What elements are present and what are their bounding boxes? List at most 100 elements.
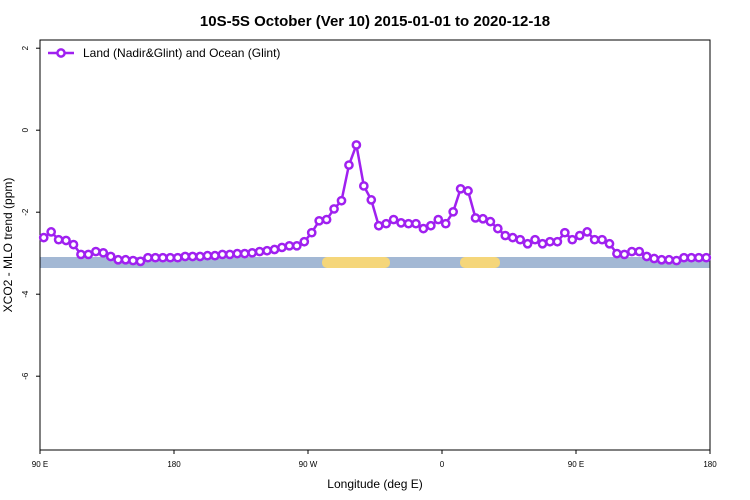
y-tick-label: -6 xyxy=(21,372,30,380)
land-strip xyxy=(460,257,500,268)
data-point xyxy=(90,246,101,257)
data-point xyxy=(693,252,704,263)
data-point xyxy=(314,215,325,226)
data-point xyxy=(239,248,250,259)
data-point xyxy=(232,248,243,259)
data-point xyxy=(195,251,205,262)
data-point xyxy=(150,252,161,263)
data-point xyxy=(291,240,302,251)
data-point xyxy=(403,218,414,229)
land-strip xyxy=(322,257,390,268)
data-point xyxy=(366,195,377,205)
data-point xyxy=(135,256,146,267)
data-point xyxy=(217,249,228,260)
data-point xyxy=(589,234,600,245)
data-point xyxy=(358,181,369,191)
data-point xyxy=(686,252,697,263)
data-point xyxy=(515,234,526,245)
plot-frame xyxy=(39,39,711,451)
legend-label: Land (Nadir&Glint) and Ocean (Glint) xyxy=(83,46,280,60)
data-point xyxy=(299,236,310,247)
data-point xyxy=(187,251,198,262)
data-point xyxy=(381,218,392,229)
y-tick-label: -4 xyxy=(21,290,30,298)
data-point xyxy=(336,195,347,206)
data-point xyxy=(254,246,265,257)
data-point xyxy=(425,220,436,231)
data-point xyxy=(552,236,563,247)
data-point xyxy=(478,213,488,224)
data-point xyxy=(344,160,354,170)
data-point xyxy=(604,238,615,249)
data-point xyxy=(649,253,660,264)
data-point xyxy=(641,251,652,262)
data-point xyxy=(172,252,183,263)
data-point xyxy=(485,216,496,227)
data-point xyxy=(83,249,94,260)
data-point xyxy=(165,252,176,263)
y-axis-label: XCO2 - MLO trend (ppm) xyxy=(1,178,15,313)
x-tick-label: 90 E xyxy=(568,460,584,469)
data-point xyxy=(396,218,406,228)
data-point xyxy=(210,250,220,261)
data-point xyxy=(463,186,473,196)
data-point xyxy=(448,206,459,217)
data-point xyxy=(157,252,168,263)
data-point xyxy=(522,238,533,249)
data-point xyxy=(612,248,622,259)
data-point xyxy=(224,249,235,260)
data-point xyxy=(321,214,332,225)
x-axis-label: Longitude (deg E) xyxy=(327,477,422,491)
data-point xyxy=(492,223,503,234)
map-strip xyxy=(40,257,710,268)
data-point xyxy=(76,249,86,260)
data-point xyxy=(120,254,131,265)
y-tick-label: 2 xyxy=(21,45,30,50)
data-point xyxy=(105,251,116,262)
data-point xyxy=(351,140,362,150)
y-tick-label: -2 xyxy=(21,208,30,216)
data-point xyxy=(597,234,607,245)
data-point xyxy=(537,238,548,249)
data-point xyxy=(530,234,540,245)
x-tick-label: 180 xyxy=(703,460,717,469)
data-point xyxy=(440,218,451,229)
data-point xyxy=(38,232,49,243)
data-point xyxy=(634,246,645,257)
x-tick-label: 0 xyxy=(440,460,445,469)
data-point xyxy=(567,234,578,245)
legend-marker xyxy=(56,48,66,58)
data-point xyxy=(143,252,153,263)
data-point xyxy=(373,220,384,231)
data-point xyxy=(574,230,585,241)
data-point xyxy=(559,227,570,238)
data-point xyxy=(656,254,667,265)
data-point xyxy=(284,240,295,251)
data-point xyxy=(277,242,287,253)
data-point xyxy=(433,214,444,225)
data-point xyxy=(68,239,79,250)
data-point xyxy=(626,246,637,257)
data-point xyxy=(664,254,674,265)
data-point xyxy=(180,251,191,262)
data-point xyxy=(455,183,466,194)
data-point xyxy=(545,236,555,247)
data-point xyxy=(388,214,399,225)
data-point xyxy=(113,254,124,265)
data-point xyxy=(128,255,138,266)
data-point xyxy=(98,247,109,258)
data-point xyxy=(269,244,280,255)
data-point xyxy=(701,252,712,263)
data-point xyxy=(53,234,64,245)
x-tick-label: 90 W xyxy=(299,460,318,469)
data-point xyxy=(329,204,339,214)
data-point xyxy=(507,232,518,243)
data-point xyxy=(418,223,429,234)
data-point xyxy=(500,230,511,241)
data-point xyxy=(679,252,689,263)
chart-title: 10S-5S October (Ver 10) 2015-01-01 to 20… xyxy=(200,13,550,30)
data-point xyxy=(470,213,481,223)
data-point xyxy=(411,218,421,229)
